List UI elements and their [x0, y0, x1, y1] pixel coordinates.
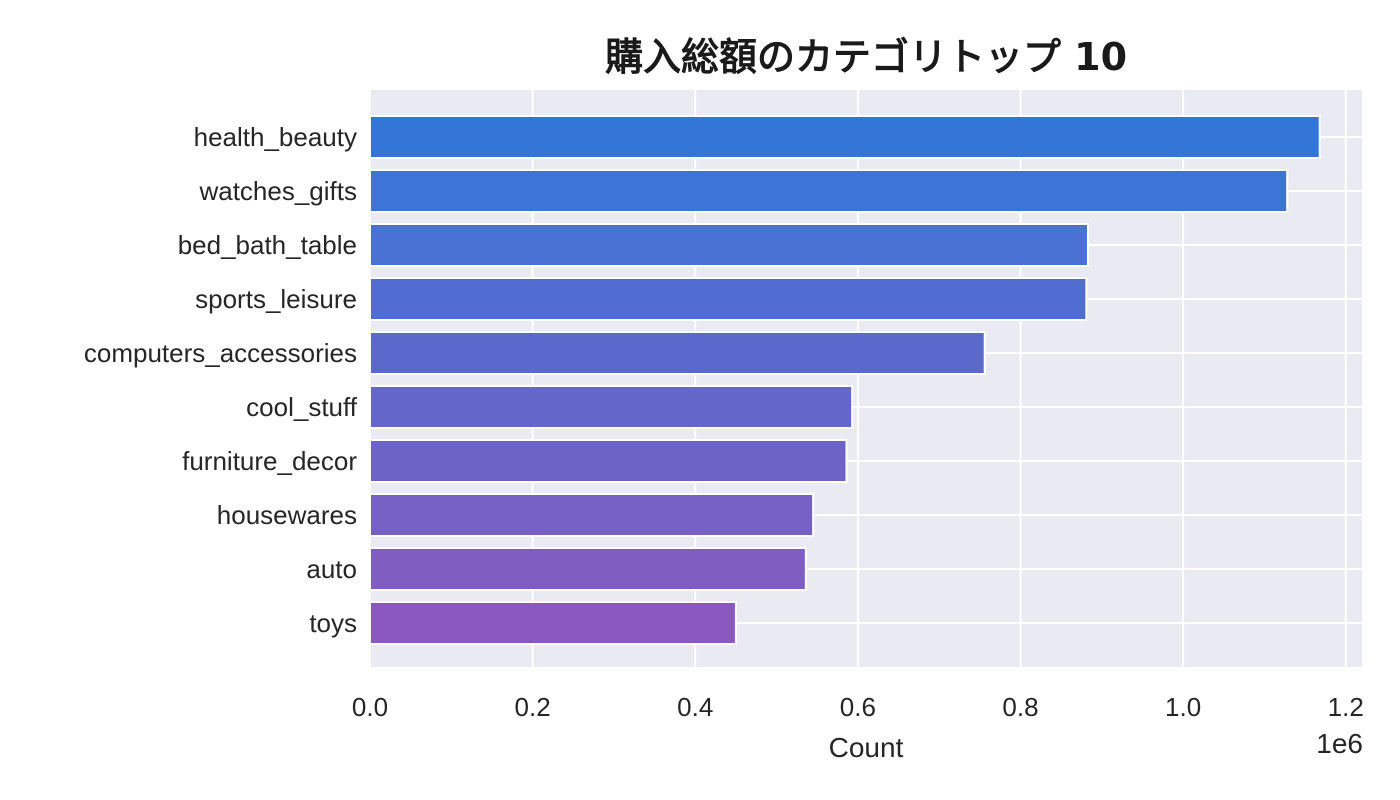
bars-group	[369, 115, 1321, 645]
y-tick-label: health_beauty	[194, 122, 357, 152]
x-tick-label: 0.8	[1002, 692, 1038, 722]
x-scale-label: 1e6	[1316, 728, 1363, 759]
chart-title: 購入総額のカテゴリトップ 10	[605, 35, 1127, 79]
y-tick-label: sports_leisure	[195, 284, 357, 314]
y-tick-label: computers_accessories	[84, 338, 357, 368]
bar-computers-accessories	[369, 331, 986, 375]
y-tick-label: furniture_decor	[182, 446, 357, 476]
bar-bed-bath-table	[369, 223, 1089, 267]
bar-toys	[369, 601, 737, 645]
bar-auto	[369, 547, 807, 591]
y-tick-label: housewares	[217, 500, 357, 530]
y-tick-label: bed_bath_table	[178, 230, 357, 260]
y-tick-labels: health_beauty watches_gifts bed_bath_table…	[84, 122, 358, 638]
y-tick-label: cool_stuff	[246, 392, 358, 422]
x-tick-labels: 0.0 0.2 0.4 0.6 0.8 1.0 1.2	[352, 692, 1364, 722]
x-tick-label: 1.0	[1165, 692, 1201, 722]
bar-watches-gifts	[369, 169, 1289, 213]
bar-furniture-decor	[369, 439, 848, 483]
bar-sports-leisure	[369, 277, 1088, 321]
x-tick-label: 0.6	[840, 692, 876, 722]
bar-cool-stuff	[369, 385, 854, 429]
bar-health-beauty	[369, 115, 1321, 159]
y-tick-label: auto	[306, 554, 357, 584]
x-axis-label: Count	[829, 732, 904, 763]
y-tick-label: watches_gifts	[198, 176, 357, 206]
x-tick-label: 0.2	[515, 692, 551, 722]
x-tick-label: 0.4	[677, 692, 713, 722]
x-tick-label: 1.2	[1328, 692, 1364, 722]
x-tick-label: 0.0	[352, 692, 388, 722]
bar-housewares	[369, 493, 815, 537]
y-tick-label: toys	[309, 608, 357, 638]
